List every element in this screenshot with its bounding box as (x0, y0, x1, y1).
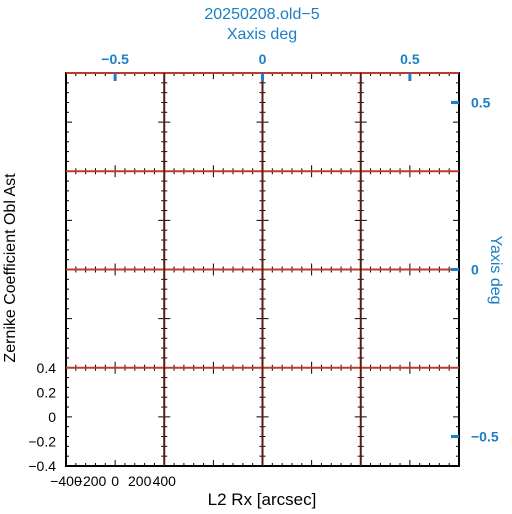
top-tick-label: 0.5 (400, 51, 420, 67)
panel-frame (163, 367, 263, 467)
right-tick-label: 0 (471, 262, 479, 278)
x-tick-label: 200 (128, 473, 152, 489)
panel-frame (262, 170, 362, 270)
panel-frame (163, 170, 263, 270)
panel-frame (65, 367, 165, 467)
panel-frame (360, 269, 460, 369)
x-tick-label: 400 (153, 473, 177, 489)
panel-frame (360, 170, 460, 270)
top-tick-label: 0 (259, 51, 267, 67)
x-tick-label: −200 (75, 473, 107, 489)
panel-frame (360, 367, 460, 467)
right-tick-label: 0.5 (471, 94, 491, 110)
panel-frame (65, 170, 165, 270)
x-axis-label: L2 Rx [arcsec] (208, 490, 317, 509)
panel-frame (65, 269, 165, 369)
y-tick-label: 0 (48, 409, 56, 425)
y-axis-label: Zernike Coefficient Obl Ast (2, 173, 19, 363)
y-tick-label: −0.2 (28, 433, 56, 449)
chart-title: 20250208.old−5 (204, 6, 319, 23)
right-tick-label: −0.5 (471, 429, 499, 445)
y-tick-label: −0.4 (28, 458, 56, 474)
panel-frame (163, 72, 263, 172)
panel-frame (262, 269, 362, 369)
x-tick-label: −400 (50, 473, 82, 489)
top-axis-label: Xaxis deg (227, 26, 297, 43)
panel-frame (262, 72, 362, 172)
y-tick-label: 0.4 (37, 360, 57, 376)
panel-frame (262, 367, 362, 467)
panel-frame (65, 72, 165, 172)
panel-frame (163, 269, 263, 369)
x-tick-label: 0 (111, 473, 119, 489)
right-axis-label: Yaxis deg (487, 235, 504, 304)
top-tick-label: −0.5 (101, 51, 129, 67)
y-tick-label: 0.2 (37, 384, 57, 400)
panel-frame (360, 72, 460, 172)
